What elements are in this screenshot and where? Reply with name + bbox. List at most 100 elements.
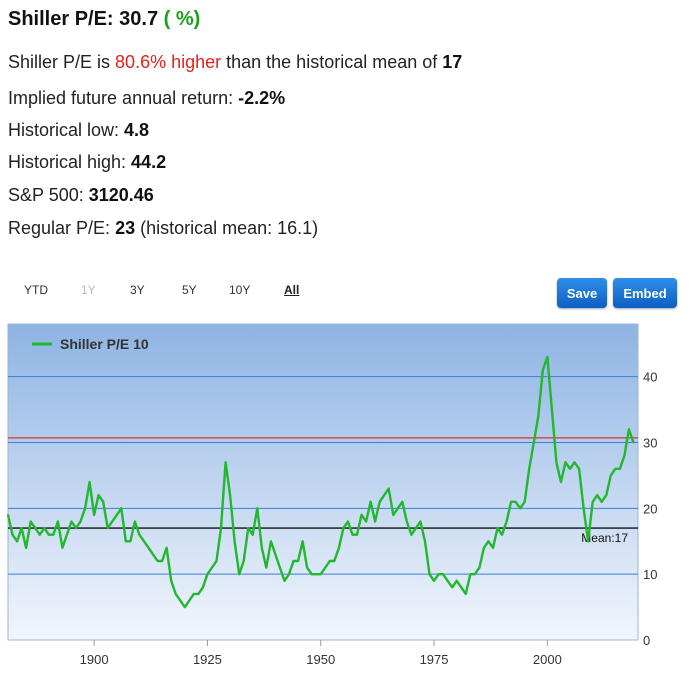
legend-label: Shiller P/E 10: [60, 336, 149, 352]
data-point: [161, 560, 164, 562]
zoom-ytd[interactable]: YTD: [24, 283, 48, 297]
data-point: [20, 527, 23, 529]
data-point: [365, 520, 367, 523]
data-point: [38, 533, 41, 536]
data-point: [532, 441, 535, 444]
stat-implied-return: Implied future annual return: -2.2%: [8, 88, 286, 108]
data-point: [274, 553, 277, 556]
pe-chart: Mean:17 0 10 20 30 40 1900 1925 1950 1975 2000 Sh…: [6, 323, 657, 667]
data-point: [152, 553, 154, 556]
data-point: [564, 461, 567, 464]
data-point: [573, 461, 576, 464]
data-point: [392, 514, 395, 516]
data-point: [224, 461, 227, 464]
data-point: [609, 474, 612, 477]
data-point: [369, 500, 372, 503]
data-point: [233, 540, 236, 543]
data-point: [202, 586, 204, 589]
data-point: [514, 500, 517, 503]
data-point: [265, 566, 268, 569]
data-point: [510, 500, 512, 503]
data-point: [596, 494, 599, 497]
data-point: [424, 540, 426, 543]
data-point: [469, 573, 472, 576]
y-tick-label: 30: [643, 436, 657, 451]
data-point: [442, 573, 444, 576]
zoom-3y[interactable]: 3Y: [130, 283, 145, 297]
data-point: [292, 560, 295, 562]
data-point: [419, 520, 422, 523]
data-point: [197, 593, 200, 595]
data-point: [43, 527, 46, 529]
y-tick-label: 40: [643, 370, 657, 385]
data-point: [251, 533, 254, 536]
data-point: [61, 546, 64, 549]
data-point: [301, 540, 304, 543]
data-point: [84, 507, 86, 510]
title-change: ( %): [158, 8, 201, 30]
data-point: [165, 546, 168, 549]
data-point: [433, 579, 435, 582]
data-point: [528, 467, 531, 470]
data-point: [455, 579, 458, 582]
stat-historical-high: Historical high: 44.2: [8, 152, 167, 172]
x-tick-label: 1925: [193, 652, 222, 667]
data-point: [387, 487, 390, 490]
data-point: [297, 560, 299, 562]
legend: Shiller P/E 10: [32, 336, 149, 352]
data-point: [211, 566, 213, 569]
data-point: [446, 579, 449, 582]
data-point: [541, 369, 544, 371]
data-point: [124, 540, 127, 543]
zoom-5y[interactable]: 5Y: [182, 283, 197, 297]
data-point: [578, 467, 580, 470]
zoom-10y[interactable]: 10Y: [229, 283, 251, 297]
data-point: [632, 441, 635, 444]
data-point: [66, 533, 68, 536]
data-point: [437, 573, 440, 576]
data-point: [206, 573, 209, 576]
data-point: [174, 593, 177, 595]
x-tick-label: 1900: [80, 652, 109, 667]
data-point: [619, 467, 621, 470]
data-point: [333, 560, 336, 562]
data-point: [328, 560, 331, 562]
stat-sp500: S&P 500: 3120.46: [8, 185, 154, 205]
embed-button[interactable]: Embed: [613, 278, 677, 308]
data-point: [551, 408, 553, 411]
data-point: [356, 533, 358, 536]
data-point: [129, 540, 132, 543]
data-point: [600, 500, 603, 503]
data-point: [501, 533, 503, 536]
data-point: [591, 500, 594, 503]
data-point: [57, 520, 59, 523]
data-point: [183, 606, 186, 608]
zoom-1y[interactable]: 1Y: [81, 283, 96, 297]
zoom-all[interactable]: All: [284, 283, 300, 297]
data-point: [310, 573, 313, 576]
data-point: [156, 560, 159, 562]
data-point: [229, 494, 232, 497]
data-point: [93, 514, 95, 516]
data-point: [238, 573, 241, 576]
data-point: [623, 454, 626, 457]
data-point: [546, 356, 549, 358]
data-point: [628, 428, 630, 431]
data-point: [351, 533, 354, 536]
data-point: [451, 586, 454, 589]
y-tick-label: 20: [643, 501, 657, 516]
data-point: [410, 533, 413, 536]
data-point: [473, 573, 476, 576]
data-point: [405, 520, 408, 523]
data-point: [315, 573, 318, 576]
save-button[interactable]: Save: [557, 278, 607, 308]
data-point: [102, 500, 105, 503]
data-point: [115, 514, 118, 516]
data-point: [52, 533, 55, 536]
data-point: [247, 527, 250, 529]
data-point: [505, 520, 508, 523]
data-point: [324, 566, 327, 569]
stat-historical-low: Historical low: 4.8: [8, 120, 150, 140]
data-point: [614, 467, 617, 470]
mean-line-label: Mean:17: [581, 531, 628, 545]
